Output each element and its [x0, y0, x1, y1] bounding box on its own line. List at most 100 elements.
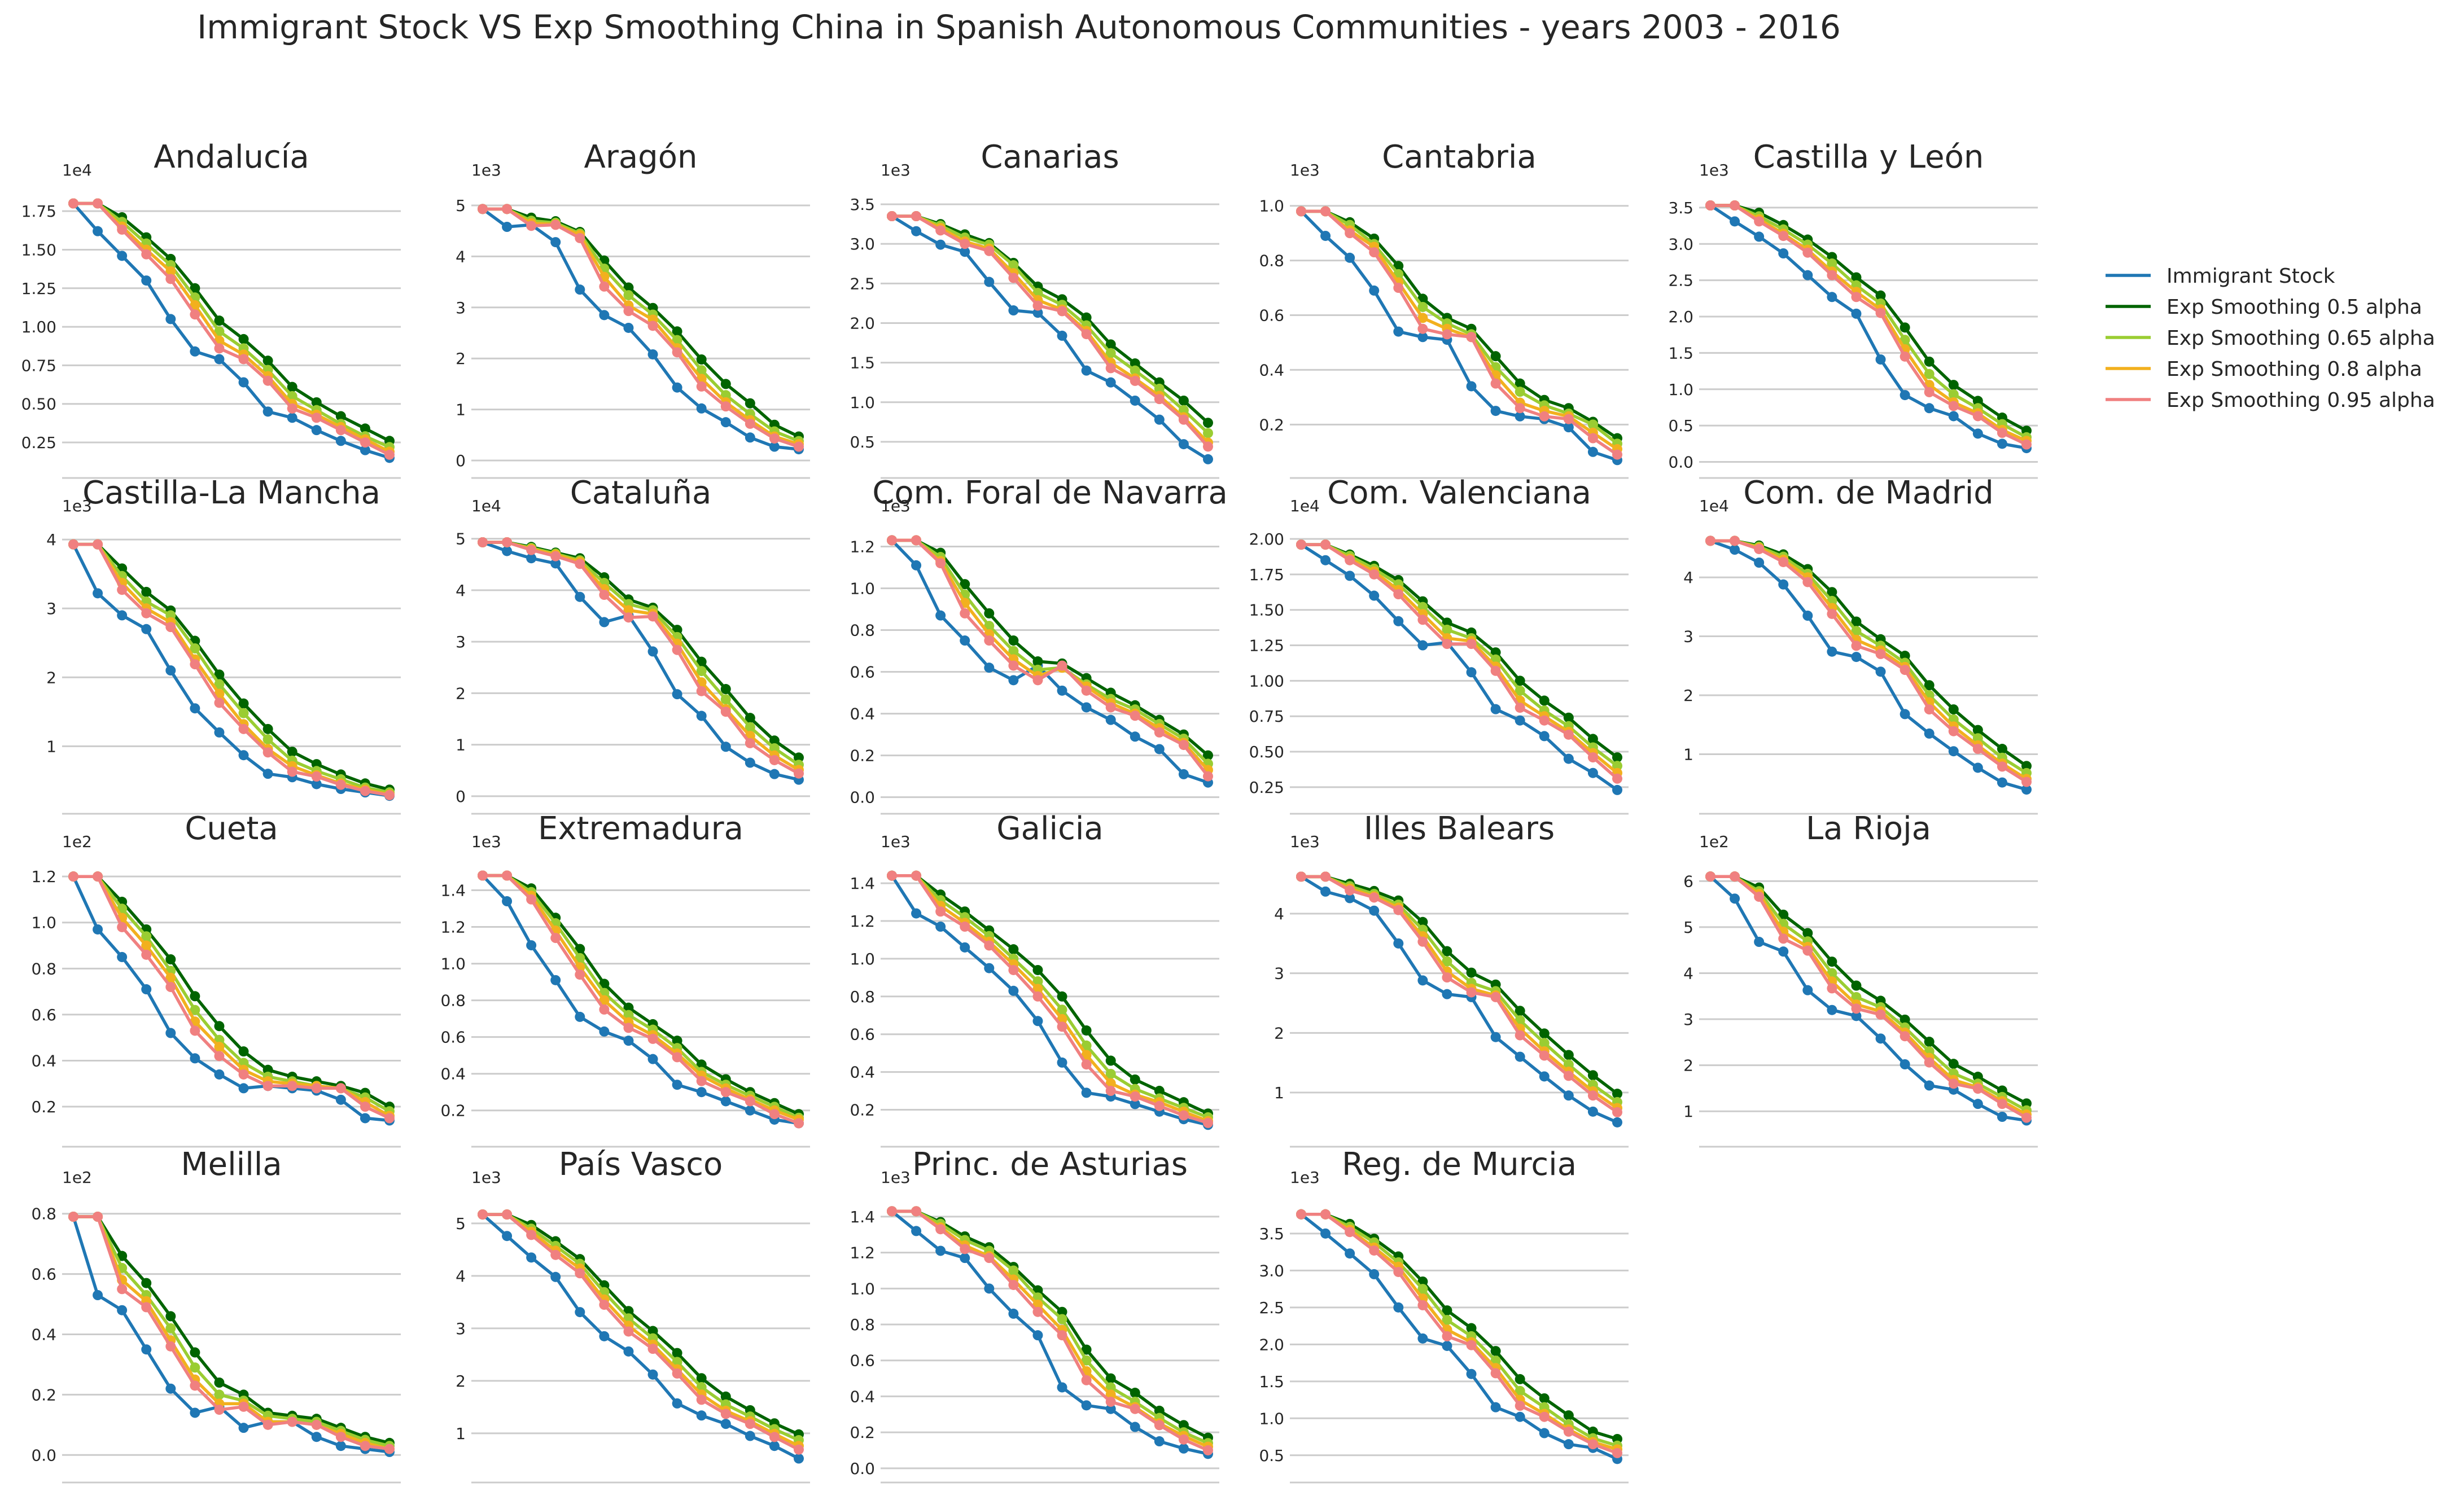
data-point — [311, 1432, 322, 1442]
data-point — [623, 1010, 634, 1020]
y-tick-label: 0.2 — [440, 1102, 466, 1120]
data-point — [745, 398, 755, 409]
data-point — [1057, 991, 1067, 1002]
data-point — [1851, 980, 1862, 991]
y-tick-label: 1 — [456, 401, 466, 419]
y-tick-label: 4 — [456, 247, 466, 266]
data-point — [1802, 270, 1813, 280]
data-point — [911, 560, 922, 571]
data-point — [1563, 1050, 1574, 1060]
data-point — [960, 239, 970, 249]
axis-exponent-label: 1e3 — [1699, 161, 1729, 179]
y-tick-label: 4 — [456, 1267, 466, 1286]
data-point — [1705, 871, 1715, 882]
figure-title: Immigrant Stock VS Exp Smoothing China i… — [197, 8, 1841, 46]
y-tick-label: 1.2 — [850, 538, 875, 556]
data-point — [745, 1419, 755, 1429]
data-point — [769, 441, 780, 452]
data-point — [238, 1069, 249, 1080]
data-point — [165, 1311, 176, 1322]
data-point — [911, 1206, 922, 1217]
data-point — [1827, 646, 1837, 657]
data-point — [1032, 675, 1043, 686]
data-point — [550, 1271, 561, 1282]
data-point — [311, 425, 322, 436]
data-point — [1008, 985, 1019, 996]
data-point — [68, 871, 78, 882]
data-point — [1924, 356, 1935, 367]
data-point — [1057, 1314, 1067, 1324]
data-point — [165, 972, 176, 983]
data-point — [1105, 1086, 1116, 1096]
data-point — [311, 397, 322, 407]
y-tick-label: 0.6 — [850, 1025, 875, 1044]
subplot-com-valenciana: 0.25 0.50 0.75 1.00 1.25 1.50 1.75 2.00 1e4 Com. … — [1249, 475, 1629, 815]
data-point — [672, 1080, 682, 1090]
data-point — [1851, 992, 1862, 1002]
data-point — [1730, 216, 1740, 227]
y-tick-label: 0.25 — [1249, 778, 1284, 797]
axis-exponent-label: 1e3 — [471, 1168, 501, 1187]
axis-exponent-label: 1e4 — [1290, 497, 1320, 515]
y-tick-label: 0.8 — [440, 992, 466, 1010]
y-tick-label: 0.0 — [31, 1446, 56, 1464]
data-point — [1997, 1099, 2007, 1109]
data-point — [1057, 1306, 1067, 1317]
data-point — [2021, 761, 2032, 771]
data-point — [1057, 660, 1067, 671]
data-point — [623, 1036, 634, 1046]
data-point — [720, 742, 731, 752]
data-point — [1490, 351, 1501, 362]
y-tick-label: 3 — [1683, 1010, 1693, 1029]
data-point — [1203, 1117, 1213, 1128]
data-point — [1345, 1227, 1355, 1238]
data-point — [575, 970, 585, 980]
data-point — [575, 1307, 585, 1318]
y-tick-label: 0.8 — [31, 959, 56, 978]
data-point — [1442, 624, 1452, 635]
y-tick-label: 1.4 — [850, 1208, 875, 1226]
axis-exponent-label: 1e3 — [881, 161, 911, 179]
data-point — [550, 558, 561, 569]
data-point — [1032, 976, 1043, 987]
data-point — [526, 940, 537, 951]
data-point — [550, 551, 561, 562]
subplot-title: Reg. de Murcia — [1342, 1146, 1577, 1183]
data-point — [1008, 273, 1019, 283]
y-tick-label: 1.2 — [440, 918, 466, 937]
data-point — [1730, 871, 1740, 882]
data-point — [1369, 590, 1380, 601]
data-point — [984, 963, 995, 973]
data-point — [165, 1323, 176, 1334]
data-point — [1539, 1393, 1550, 1403]
data-point — [287, 413, 297, 423]
data-point — [1466, 987, 1477, 998]
y-tick-label: 1.5 — [850, 354, 875, 372]
data-point — [1008, 260, 1019, 271]
y-tick-label: 1.2 — [31, 867, 56, 886]
data-point — [1203, 771, 1213, 782]
data-point — [1466, 667, 1477, 678]
y-tick-label: 0.6 — [31, 1006, 56, 1024]
data-point — [1466, 1323, 1477, 1334]
data-point — [335, 436, 346, 446]
data-point — [911, 211, 922, 222]
data-point — [1466, 1368, 1477, 1379]
data-point — [1515, 685, 1525, 696]
data-point — [1802, 611, 1813, 621]
data-point — [1875, 666, 1886, 677]
data-point — [599, 995, 610, 1006]
data-point — [794, 768, 804, 779]
data-point — [165, 1341, 176, 1352]
data-point — [1393, 261, 1404, 271]
y-tick-label: 3 — [456, 633, 466, 651]
subplot-com-de-madrid: 1 2 3 4 1e4 Com. de Madrid — [1683, 475, 2038, 815]
data-point — [1612, 752, 1622, 763]
data-point — [1587, 1070, 1598, 1081]
y-tick-label: 3.5 — [850, 195, 875, 214]
data-point — [575, 1011, 585, 1022]
y-tick-label: 3.0 — [850, 235, 875, 253]
data-point — [1539, 715, 1550, 726]
data-point — [141, 1278, 152, 1288]
data-point — [794, 752, 804, 763]
